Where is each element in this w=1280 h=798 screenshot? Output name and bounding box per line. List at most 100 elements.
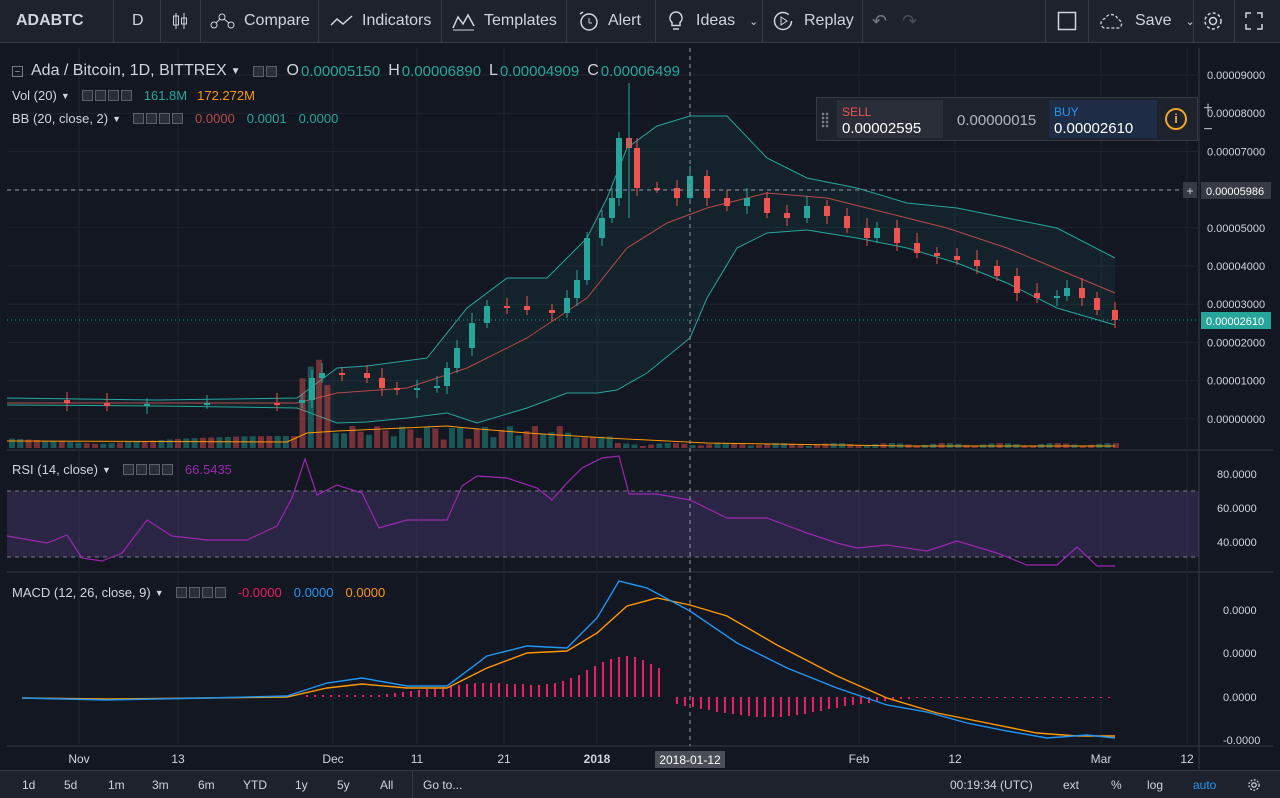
range-button-5y[interactable]: 5y [337,777,350,792]
ideas-button[interactable]: Ideas ⌄ [666,0,758,42]
time-tick-label: Feb [849,752,870,766]
divider [441,0,442,42]
range-button-6m[interactable]: 6m [198,777,215,792]
volume-bar [780,443,787,448]
remove-icon[interactable] [172,113,184,124]
templates-button[interactable]: Templates [452,0,557,42]
redo-icon[interactable]: ↷ [902,10,918,31]
zoom-in-icon[interactable]: + [1203,100,1213,117]
range-button-ytd[interactable]: YTD [243,777,267,792]
buy-button[interactable]: BUY 0.00002610 [1049,100,1157,138]
save-button[interactable]: Save ⌄ [1097,0,1195,42]
collapse-icon[interactable] [12,65,23,77]
chevron-down-icon[interactable]: ▼ [101,464,111,475]
range-button-3m[interactable]: 3m [152,777,169,792]
compare-button[interactable]: Compare [210,0,310,42]
buy-sell-panel: SELL 0.00002595 0.00000015 BUY 0.0000261… [816,97,1198,141]
eye-icon[interactable] [133,113,145,124]
eye-icon[interactable] [81,90,93,101]
gear-icon[interactable] [1247,771,1261,798]
volume-bar [216,437,223,448]
volume-bar [100,443,107,448]
volume-ma-line [6,425,1115,447]
bb-upper-value: 0.0001 [246,111,287,126]
volume-bar [623,443,630,448]
candle-body [874,228,880,238]
volume-bar [863,445,870,448]
macd-value: 0.0000 [293,585,334,600]
settings-icon[interactable] [135,464,147,475]
volume-name[interactable]: Vol (20) [12,88,57,103]
volume-bar [573,437,580,448]
settings-icon[interactable] [94,90,106,101]
chevron-down-icon: ⌄ [749,15,759,28]
chart-area[interactable]: 0.000090000.000080000.000070000.00006000… [6,48,1273,770]
chevron-down-icon[interactable]: ▼ [230,65,241,77]
volume-ma-value: 172.272M [197,88,255,103]
candle-body [634,148,640,188]
fullscreen-layout-icon[interactable] [1057,0,1077,42]
add-icon[interactable] [159,113,171,124]
alert-button[interactable]: Alert [578,0,641,42]
volume-bar [797,444,804,448]
symbol-search[interactable]: ADABTC [16,12,84,29]
goto-button[interactable]: Go to... [412,771,462,798]
compare-label: Compare [244,12,310,29]
volume-bar [199,437,206,448]
candle-body [1034,293,1040,298]
macd-name[interactable]: MACD (12, 26, close, 9) [12,585,151,600]
gear-icon[interactable] [1202,0,1224,42]
replay-button[interactable]: Replay [772,0,854,42]
chevron-down-icon[interactable]: ▼ [60,90,70,101]
volume-bar [664,443,671,448]
eye-icon[interactable] [122,464,134,475]
remove-icon[interactable] [161,464,173,475]
expand-icon[interactable] [1244,0,1264,42]
candle-body [144,404,150,406]
range-button-1d[interactable]: 1d [22,777,36,792]
settings-icon[interactable] [265,65,277,77]
candle-body [204,403,210,405]
chart-type-candles-icon[interactable] [170,0,192,42]
undo-icon[interactable]: ↶ [872,10,888,31]
remove-icon[interactable] [214,587,226,598]
volume-bar [822,443,829,448]
log-toggle[interactable]: log [1147,777,1164,792]
candle-body [454,348,460,368]
interval-button[interactable]: D [132,12,144,29]
volume-bar [42,440,49,448]
add-icon[interactable] [148,464,160,475]
volume-bar [432,428,439,448]
settings-icon[interactable] [146,113,158,124]
candle-body [394,388,400,390]
zoom-out-icon[interactable]: − [1203,121,1213,138]
price-chart[interactable]: 0.000090000.000080000.000070000.00006000… [6,48,1273,770]
add-icon[interactable] [107,90,119,101]
bb-name[interactable]: BB (20, close, 2) [12,111,109,126]
remove-icon[interactable] [120,90,132,101]
clock-label[interactable]: 00:19:34 (UTC) [950,777,1033,792]
candle-body [1079,288,1085,298]
range-button-1m[interactable]: 1m [108,777,125,792]
indicators-button[interactable]: Indicators [330,0,431,42]
eye-icon[interactable] [175,587,187,598]
symbol-title[interactable]: Ada / Bitcoin, 1D, BITTREX [31,62,227,79]
candle-body [1112,310,1118,320]
replay-label: Replay [804,12,854,29]
add-icon[interactable] [201,587,213,598]
auto-toggle[interactable]: auto [1193,777,1217,792]
range-button-all[interactable]: All [380,777,394,792]
percent-toggle[interactable]: % [1111,777,1122,792]
chevron-down-icon[interactable]: ▼ [112,113,122,124]
rsi-name[interactable]: RSI (14, close) [12,462,98,477]
chevron-down-icon[interactable]: ▼ [154,587,164,598]
ext-toggle[interactable]: ext [1063,777,1080,792]
eye-icon[interactable] [252,65,264,77]
settings-icon[interactable] [188,587,200,598]
drag-handle-icon[interactable] [821,112,829,128]
range-button-1y[interactable]: 1y [295,777,308,792]
info-icon[interactable]: i [1165,108,1187,130]
bb-fill [7,116,1115,423]
sell-button[interactable]: SELL 0.00002595 [837,100,943,138]
range-button-5d[interactable]: 5d [64,777,78,792]
